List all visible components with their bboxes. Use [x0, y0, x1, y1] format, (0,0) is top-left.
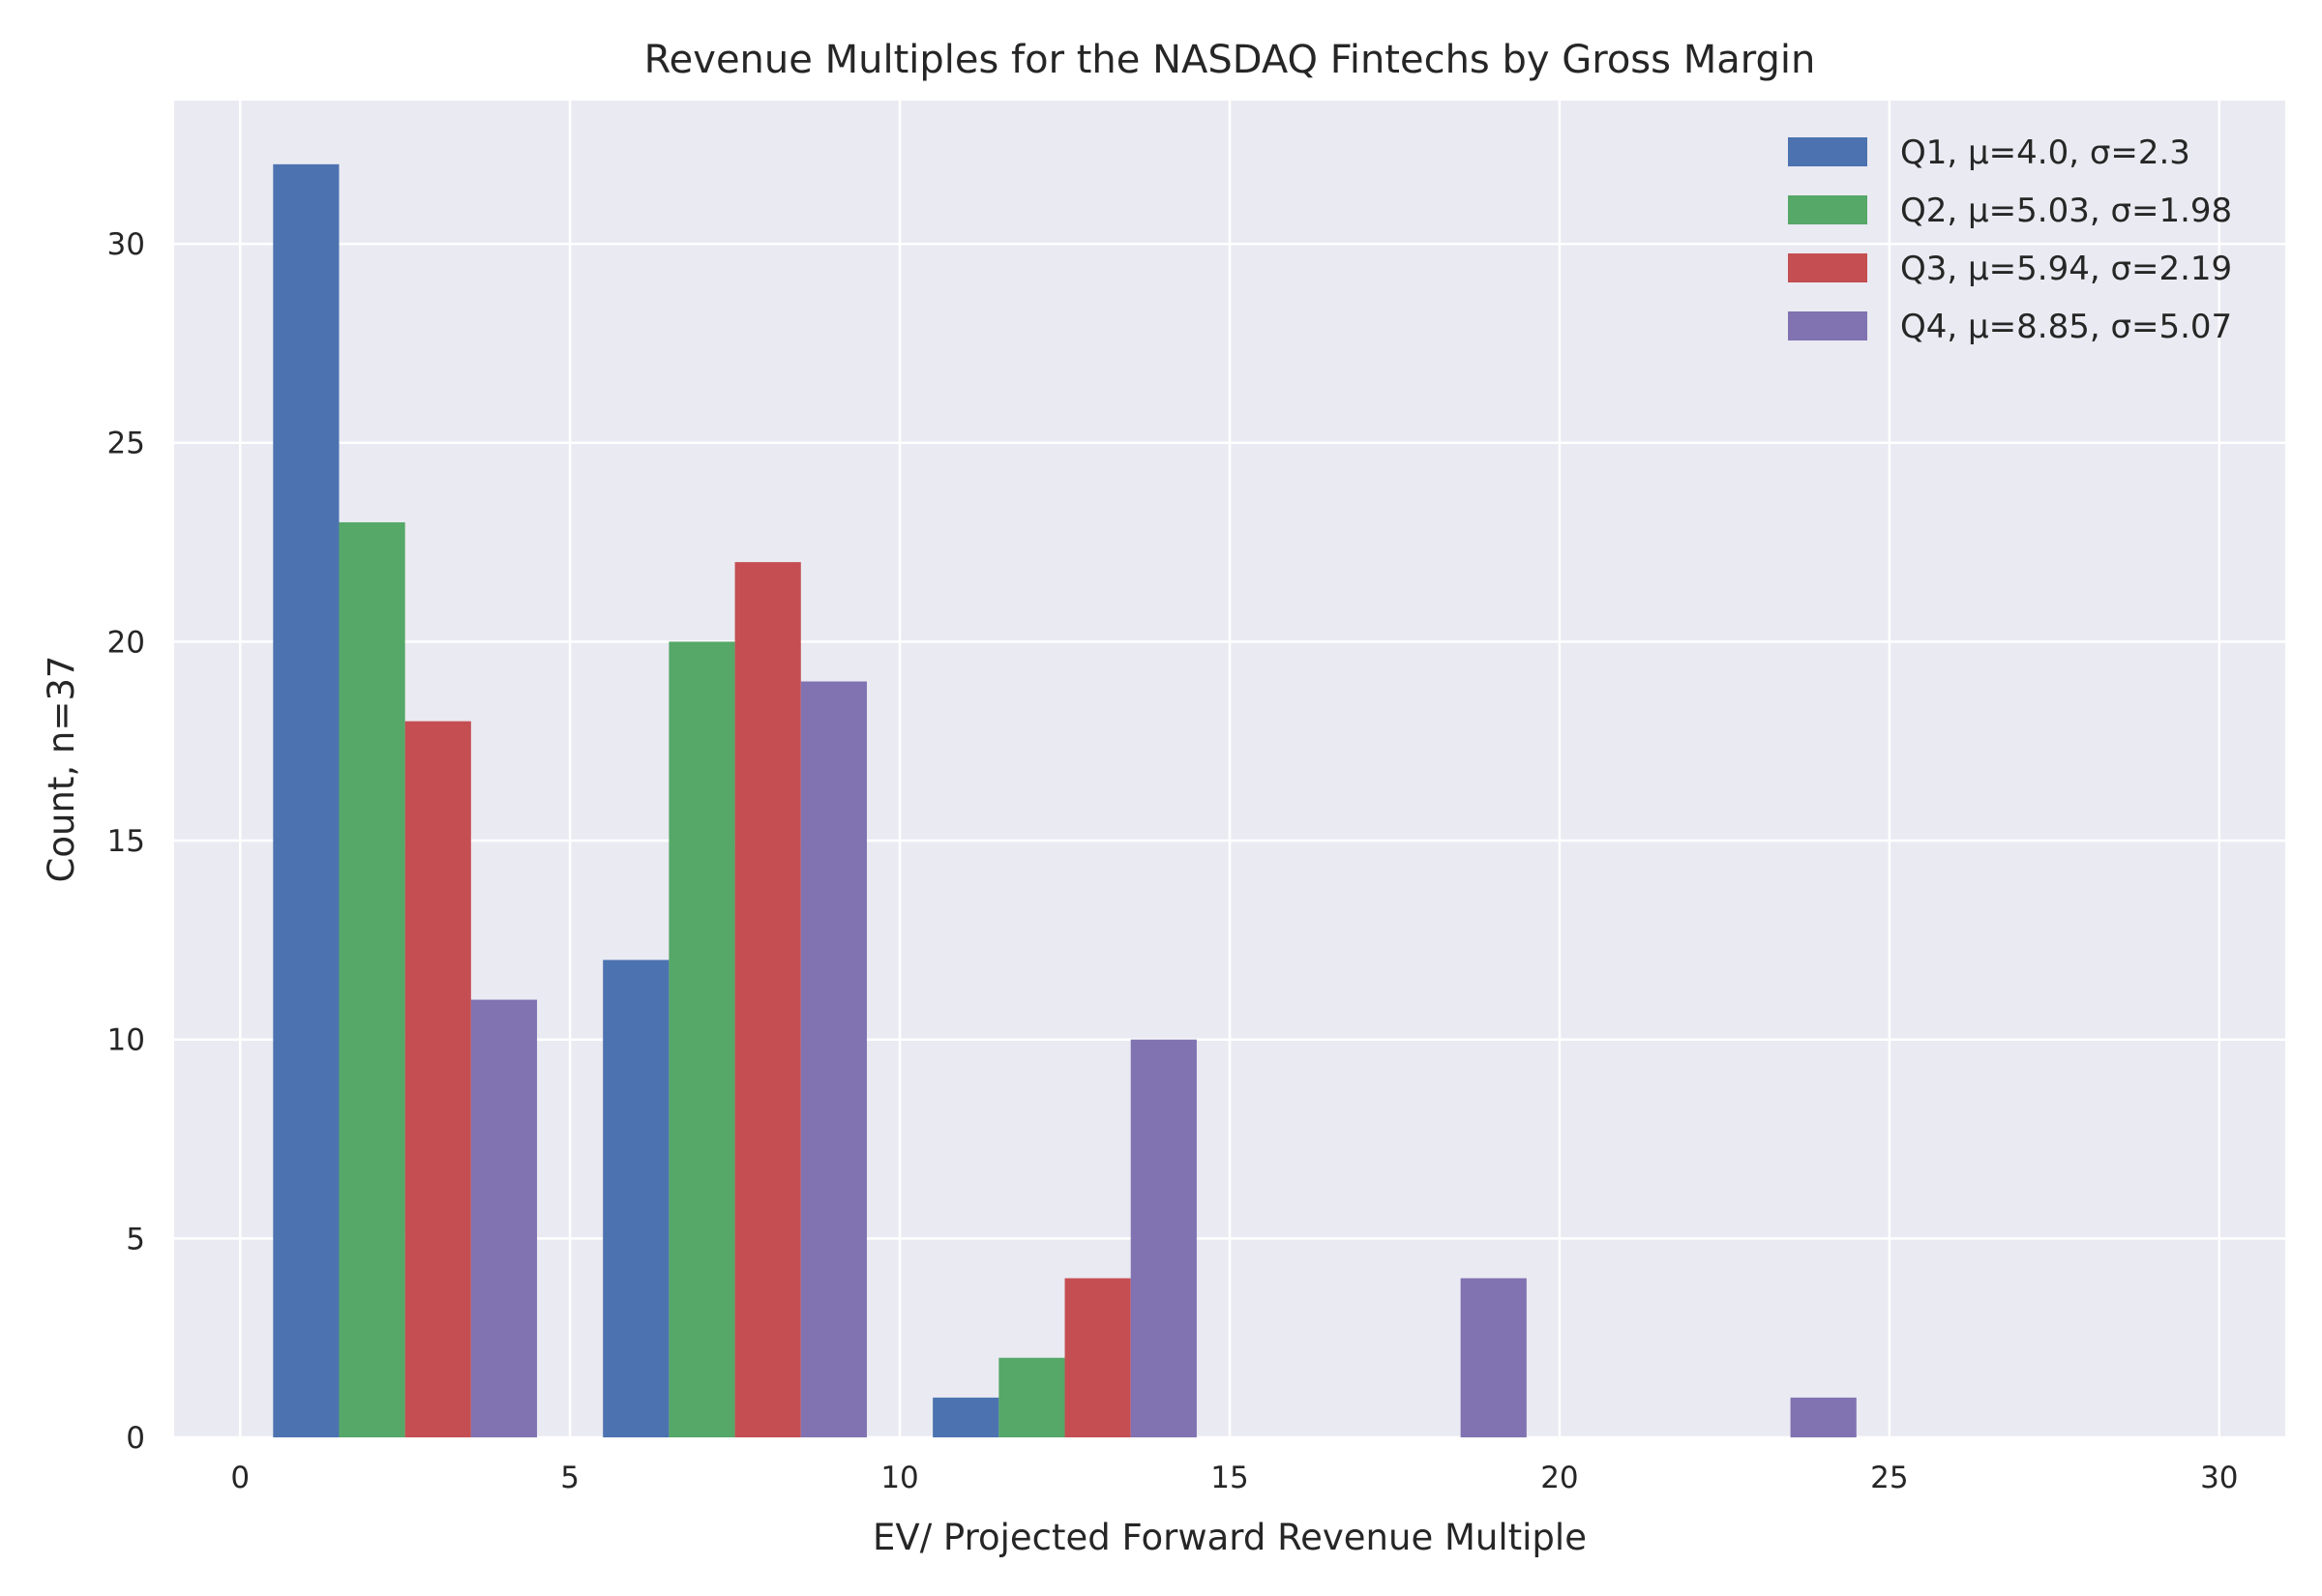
- x-tick-label: 25: [1870, 1461, 1908, 1495]
- bar-q4-bin-1: [470, 999, 538, 1437]
- bar-q4-bin-5: [1790, 1397, 1857, 1437]
- chart-title: Revenue Multiples for the NASDAQ Fintech…: [644, 38, 1816, 82]
- y-tick-label: 30: [107, 227, 145, 262]
- bar-q4-bin-4: [1460, 1278, 1527, 1437]
- legend-swatch-q3: [1788, 253, 1867, 282]
- x-axis-ticks: 0 5 10 15 20 25 30: [230, 1461, 2238, 1495]
- legend-swatch-q2: [1788, 195, 1867, 224]
- bar-q3-bin-1: [404, 721, 471, 1437]
- bar-q3-bin-2: [734, 562, 801, 1437]
- x-tick-label: 20: [1540, 1461, 1578, 1495]
- x-axis-title: EV/ Projected Forward Revenue Multiple: [873, 1517, 1587, 1558]
- bar-q2-bin-2: [669, 641, 735, 1437]
- bars: [273, 163, 1857, 1437]
- x-tick-label: 0: [230, 1461, 250, 1495]
- y-tick-label: 0: [126, 1421, 145, 1456]
- bar-q4-bin-2: [800, 681, 867, 1437]
- legend-label-q1: Q1, μ=4.0, σ=2.3: [1900, 133, 2190, 172]
- bar-q2-bin-1: [339, 521, 405, 1437]
- x-tick-label: 5: [560, 1461, 580, 1495]
- x-tick-label: 10: [880, 1461, 918, 1495]
- y-tick-label: 5: [126, 1222, 145, 1256]
- x-tick-label: 15: [1210, 1461, 1248, 1495]
- x-tick-label: 30: [2200, 1461, 2238, 1495]
- bar-q4-bin-3: [1130, 1039, 1197, 1437]
- legend: Q1, μ=4.0, σ=2.3 Q2, μ=5.03, σ=1.98 Q3, μ=…: [1788, 133, 2232, 346]
- y-tick-label: 15: [107, 824, 145, 859]
- legend-label-q3: Q3, μ=5.94, σ=2.19: [1900, 250, 2232, 288]
- y-axis-ticks: 0 5 10 15 20 25 30: [107, 227, 145, 1456]
- bar-q1-bin-2: [603, 960, 670, 1437]
- y-tick-label: 25: [107, 427, 145, 461]
- bar-q2-bin-3: [998, 1357, 1065, 1437]
- bar-q1-bin-1: [273, 163, 340, 1437]
- legend-label-q2: Q2, μ=5.03, σ=1.98: [1900, 192, 2232, 230]
- bar-q3-bin-3: [1064, 1278, 1131, 1437]
- y-tick-label: 20: [107, 625, 145, 660]
- y-tick-label: 10: [107, 1023, 145, 1058]
- legend-label-q4: Q4, μ=8.85, σ=5.07: [1900, 308, 2232, 346]
- y-axis-title: Count, n=37: [41, 656, 82, 883]
- legend-swatch-q4: [1788, 311, 1867, 340]
- legend-swatch-q1: [1788, 137, 1867, 166]
- bar-q1-bin-3: [933, 1397, 999, 1437]
